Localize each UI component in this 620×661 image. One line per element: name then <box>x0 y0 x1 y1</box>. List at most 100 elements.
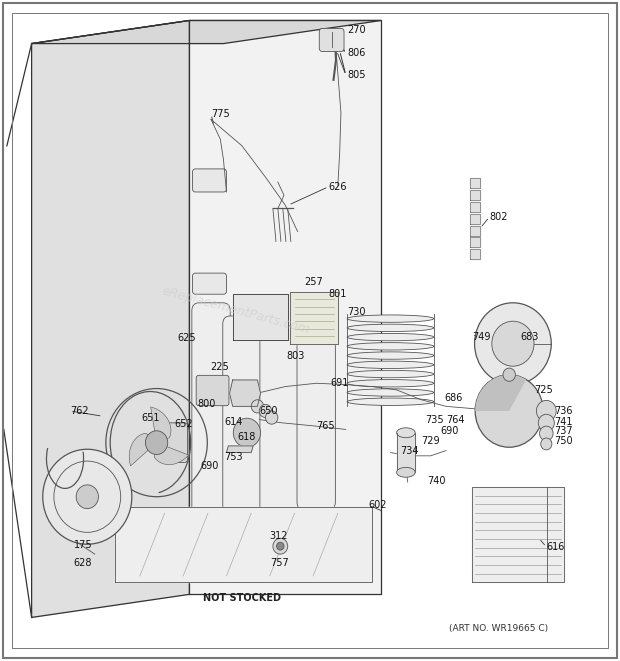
Ellipse shape <box>397 428 415 438</box>
Circle shape <box>539 426 553 441</box>
Text: eReplacementParts.com: eReplacementParts.com <box>161 285 311 336</box>
Polygon shape <box>469 214 480 223</box>
Text: 686: 686 <box>445 393 463 403</box>
Text: 806: 806 <box>347 48 366 58</box>
Text: 690: 690 <box>440 426 458 436</box>
Text: 616: 616 <box>546 542 565 552</box>
Text: 803: 803 <box>286 350 305 360</box>
Circle shape <box>43 449 132 544</box>
Circle shape <box>146 431 168 455</box>
Text: 683: 683 <box>520 332 539 342</box>
Ellipse shape <box>347 315 434 323</box>
Text: 651: 651 <box>142 412 160 422</box>
Text: 650: 650 <box>259 406 278 416</box>
FancyBboxPatch shape <box>223 316 261 523</box>
Circle shape <box>76 485 99 508</box>
Text: 802: 802 <box>489 212 508 222</box>
FancyBboxPatch shape <box>192 169 226 192</box>
Circle shape <box>492 321 534 366</box>
Ellipse shape <box>347 379 434 387</box>
Polygon shape <box>469 225 480 235</box>
Circle shape <box>475 375 543 447</box>
Ellipse shape <box>347 333 434 341</box>
Wedge shape <box>475 375 526 411</box>
Ellipse shape <box>347 398 434 405</box>
Text: 765: 765 <box>316 421 335 431</box>
Text: 801: 801 <box>329 289 347 299</box>
Circle shape <box>277 542 284 550</box>
Polygon shape <box>397 433 415 473</box>
Text: 775: 775 <box>211 109 230 119</box>
Text: 741: 741 <box>554 416 573 426</box>
Ellipse shape <box>347 352 434 360</box>
Text: 652: 652 <box>174 419 193 429</box>
Polygon shape <box>469 202 480 212</box>
Text: 805: 805 <box>347 70 366 80</box>
Text: 730: 730 <box>347 307 366 317</box>
Polygon shape <box>469 190 480 200</box>
Text: 725: 725 <box>534 385 552 395</box>
Text: 614: 614 <box>224 416 243 426</box>
FancyBboxPatch shape <box>192 273 226 294</box>
Text: 762: 762 <box>70 406 89 416</box>
Circle shape <box>541 438 552 450</box>
Polygon shape <box>32 20 189 617</box>
Polygon shape <box>472 487 564 582</box>
Text: 750: 750 <box>554 436 573 446</box>
Ellipse shape <box>347 370 434 377</box>
Polygon shape <box>290 292 338 344</box>
Polygon shape <box>229 380 260 407</box>
Polygon shape <box>232 294 288 340</box>
Text: 800: 800 <box>197 399 216 409</box>
Text: 753: 753 <box>224 452 243 462</box>
Text: 602: 602 <box>369 500 388 510</box>
Polygon shape <box>189 20 381 594</box>
Polygon shape <box>151 407 171 443</box>
Text: 749: 749 <box>472 332 490 342</box>
Circle shape <box>233 418 260 447</box>
Text: NOT STOCKED: NOT STOCKED <box>203 593 281 603</box>
Text: 729: 729 <box>422 436 440 446</box>
Text: 757: 757 <box>270 558 288 568</box>
Text: 270: 270 <box>347 25 366 36</box>
Ellipse shape <box>347 324 434 332</box>
Circle shape <box>259 405 272 418</box>
Text: 734: 734 <box>400 446 419 455</box>
Text: 691: 691 <box>330 378 349 388</box>
Text: 175: 175 <box>74 540 92 550</box>
Circle shape <box>273 538 288 554</box>
Text: 736: 736 <box>554 406 573 416</box>
Text: 737: 737 <box>554 426 573 436</box>
FancyBboxPatch shape <box>196 375 229 406</box>
FancyBboxPatch shape <box>192 303 230 536</box>
Circle shape <box>503 368 515 381</box>
Ellipse shape <box>347 342 434 350</box>
Ellipse shape <box>347 389 434 396</box>
Polygon shape <box>115 506 372 582</box>
Text: 740: 740 <box>428 476 446 486</box>
FancyBboxPatch shape <box>160 423 187 463</box>
Polygon shape <box>469 249 480 259</box>
Text: 735: 735 <box>425 414 444 424</box>
Text: 618: 618 <box>237 432 255 442</box>
Polygon shape <box>226 446 253 453</box>
Polygon shape <box>129 434 157 466</box>
Polygon shape <box>469 178 480 188</box>
FancyBboxPatch shape <box>297 329 335 510</box>
Circle shape <box>251 400 264 413</box>
Circle shape <box>538 414 554 432</box>
Ellipse shape <box>397 467 415 477</box>
Text: 225: 225 <box>210 362 229 371</box>
Text: 257: 257 <box>304 278 322 288</box>
Text: 690: 690 <box>200 461 218 471</box>
Ellipse shape <box>347 361 434 368</box>
FancyBboxPatch shape <box>319 28 344 52</box>
Circle shape <box>474 303 551 385</box>
Text: 625: 625 <box>177 333 196 344</box>
Text: 312: 312 <box>270 531 288 541</box>
Text: 628: 628 <box>74 558 92 568</box>
Text: 626: 626 <box>329 182 347 192</box>
Polygon shape <box>32 20 381 44</box>
Circle shape <box>265 411 278 424</box>
Text: (ART NO. WR19665 C): (ART NO. WR19665 C) <box>449 623 548 633</box>
